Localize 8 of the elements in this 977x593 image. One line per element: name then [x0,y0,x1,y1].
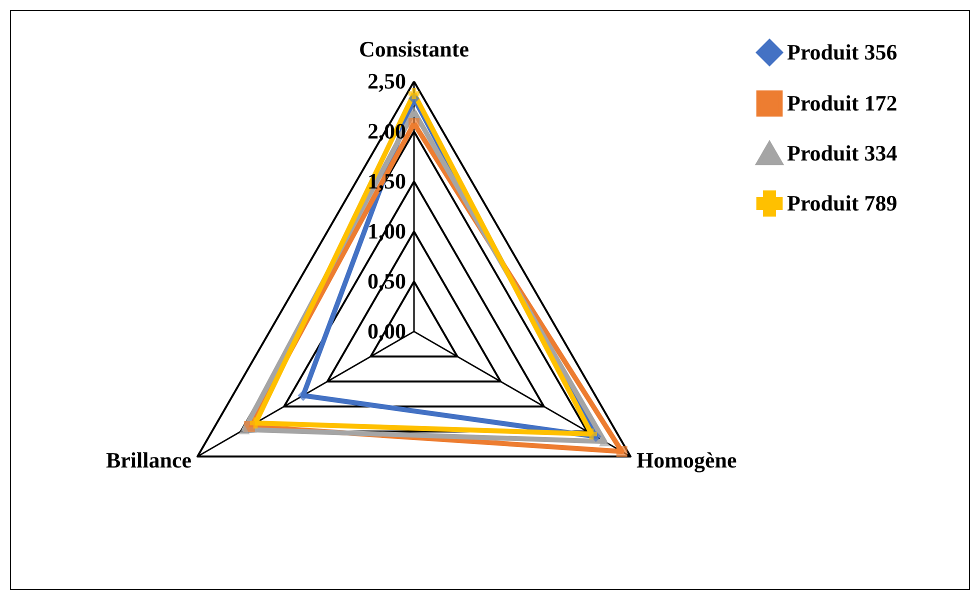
legend-label: Produit 356 [787,40,898,64]
legend-label: Produit 789 [787,190,898,216]
spoke-label: Homogène [636,448,737,472]
legend-label: Produit 172 [787,90,898,116]
y-tick-label: 2,50 [368,68,406,94]
spoke-label: Brillance [106,448,192,472]
legend-label: Produit 334 [787,140,898,166]
spoke-label: Consistante [358,36,470,62]
